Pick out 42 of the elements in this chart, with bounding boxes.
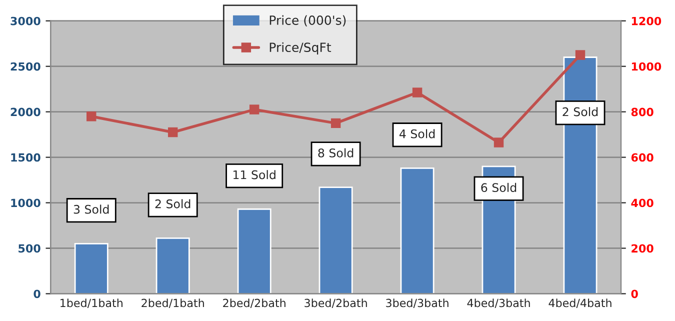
legend-label: Price/SqFt — [270, 42, 332, 54]
y2-tick-label: 400 — [631, 198, 654, 208]
y-tick-label: 1500 — [11, 153, 40, 162]
y-tick-label: 500 — [18, 244, 40, 253]
y-tick-label: 2500 — [10, 62, 40, 71]
x-tick-label: 4bed/4bath — [548, 298, 612, 308]
y2-tick-label: 0 — [631, 290, 638, 298]
bar — [156, 238, 190, 294]
x-tick-label: 1bed/1bath — [60, 298, 122, 308]
x-tick-label: 3bed/3bath — [386, 298, 448, 308]
bar — [74, 243, 108, 294]
x-tick-label: 2bed/2bath — [223, 298, 286, 308]
y2-tick-label: 600 — [631, 153, 654, 162]
annotation: 6 Sold — [481, 182, 516, 192]
y-tick-label: 0 — [34, 290, 40, 298]
y2-tick-label: 1000 — [632, 62, 662, 71]
annotation: 3 Sold — [74, 204, 109, 214]
point — [494, 138, 504, 148]
annotation: 11 Sold — [233, 170, 276, 180]
point — [249, 104, 260, 114]
x-tick-label: 2bed/1bath — [142, 298, 204, 308]
y2-tick-label: 1200 — [632, 16, 662, 26]
y-tick-label: 1000 — [11, 198, 40, 208]
point — [412, 88, 422, 98]
annotation: 2 Sold — [155, 199, 190, 208]
legend-label: Price (000's) — [270, 15, 346, 26]
point — [330, 118, 341, 128]
bar — [400, 168, 434, 294]
point — [575, 50, 586, 60]
annotation: 8 Sold — [318, 148, 354, 158]
y-tick-label: 3000 — [10, 16, 40, 26]
bar — [237, 208, 272, 294]
annotation: 4 Sold — [399, 129, 435, 138]
x-tick-label: 3bed/2bath — [304, 298, 367, 308]
x-tick-label: 4bed/3bath — [467, 298, 530, 308]
bar — [318, 186, 353, 294]
y2-tick-label: 200 — [632, 244, 654, 253]
y-tick-label: 2000 — [10, 108, 40, 116]
y2-tick-label: 800 — [631, 108, 654, 116]
point — [168, 127, 178, 138]
point — [86, 112, 96, 122]
annotation: 2 Sold — [562, 107, 598, 116]
